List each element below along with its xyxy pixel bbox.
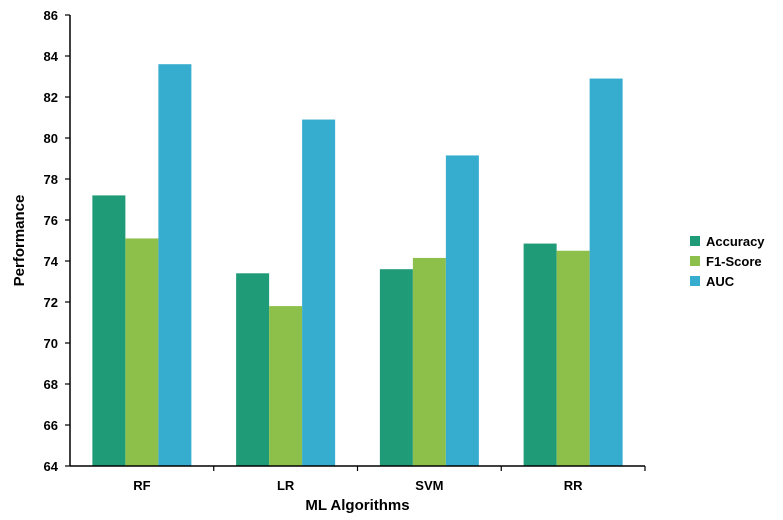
legend-swatch xyxy=(690,236,700,246)
legend-label: AUC xyxy=(706,274,735,289)
x-tick-label: SVM xyxy=(415,478,443,493)
bar-accuracy-rr xyxy=(523,243,557,466)
x-axis-title: ML Algorithms xyxy=(305,497,409,514)
bar-f1-score-rf xyxy=(125,238,159,466)
y-tick-label: 64 xyxy=(44,459,59,474)
y-tick-label: 66 xyxy=(44,418,58,433)
y-tick-label: 72 xyxy=(44,295,58,310)
y-tick-label: 70 xyxy=(44,336,58,351)
legend-label: F1-Score xyxy=(706,254,762,269)
y-tick-label: 76 xyxy=(44,213,58,228)
y-tick-label: 84 xyxy=(44,49,59,64)
x-tick-label: LR xyxy=(277,478,295,493)
y-tick-label: 78 xyxy=(44,172,58,187)
legend: Accuracy F1-Score AUC xyxy=(690,234,765,289)
bar-accuracy-svm xyxy=(379,269,413,466)
y-tick-label: 74 xyxy=(44,254,59,269)
bar-auc-svm xyxy=(445,155,479,467)
bar-accuracy-rf xyxy=(92,195,126,466)
bar-auc-rr xyxy=(589,78,623,467)
legend-swatch xyxy=(690,256,700,266)
x-tick-label: RR xyxy=(564,478,583,493)
bar-f1-score-lr xyxy=(269,306,303,466)
legend-label: Accuracy xyxy=(706,234,765,249)
y-tick-label: 68 xyxy=(44,377,58,392)
y-tick-label: 86 xyxy=(44,8,58,23)
bar-auc-rf xyxy=(158,64,192,466)
y-axis-ticks: 64 66 68 70 72 74 76 78 80 82 84 86 xyxy=(44,8,70,474)
bar-f1-score-svm xyxy=(412,257,446,466)
y-tick-label: 80 xyxy=(44,131,58,146)
y-axis-title: Performance xyxy=(11,195,28,287)
x-axis-ticks: RF LR SVM RR xyxy=(133,466,646,493)
bar-f1-score-rr xyxy=(556,250,590,466)
bars-group xyxy=(92,64,623,467)
bar-accuracy-lr xyxy=(236,273,270,466)
bar-auc-lr xyxy=(302,119,336,467)
y-tick-label: 82 xyxy=(44,90,58,105)
legend-swatch xyxy=(690,276,700,286)
x-tick-label: RF xyxy=(133,478,150,493)
